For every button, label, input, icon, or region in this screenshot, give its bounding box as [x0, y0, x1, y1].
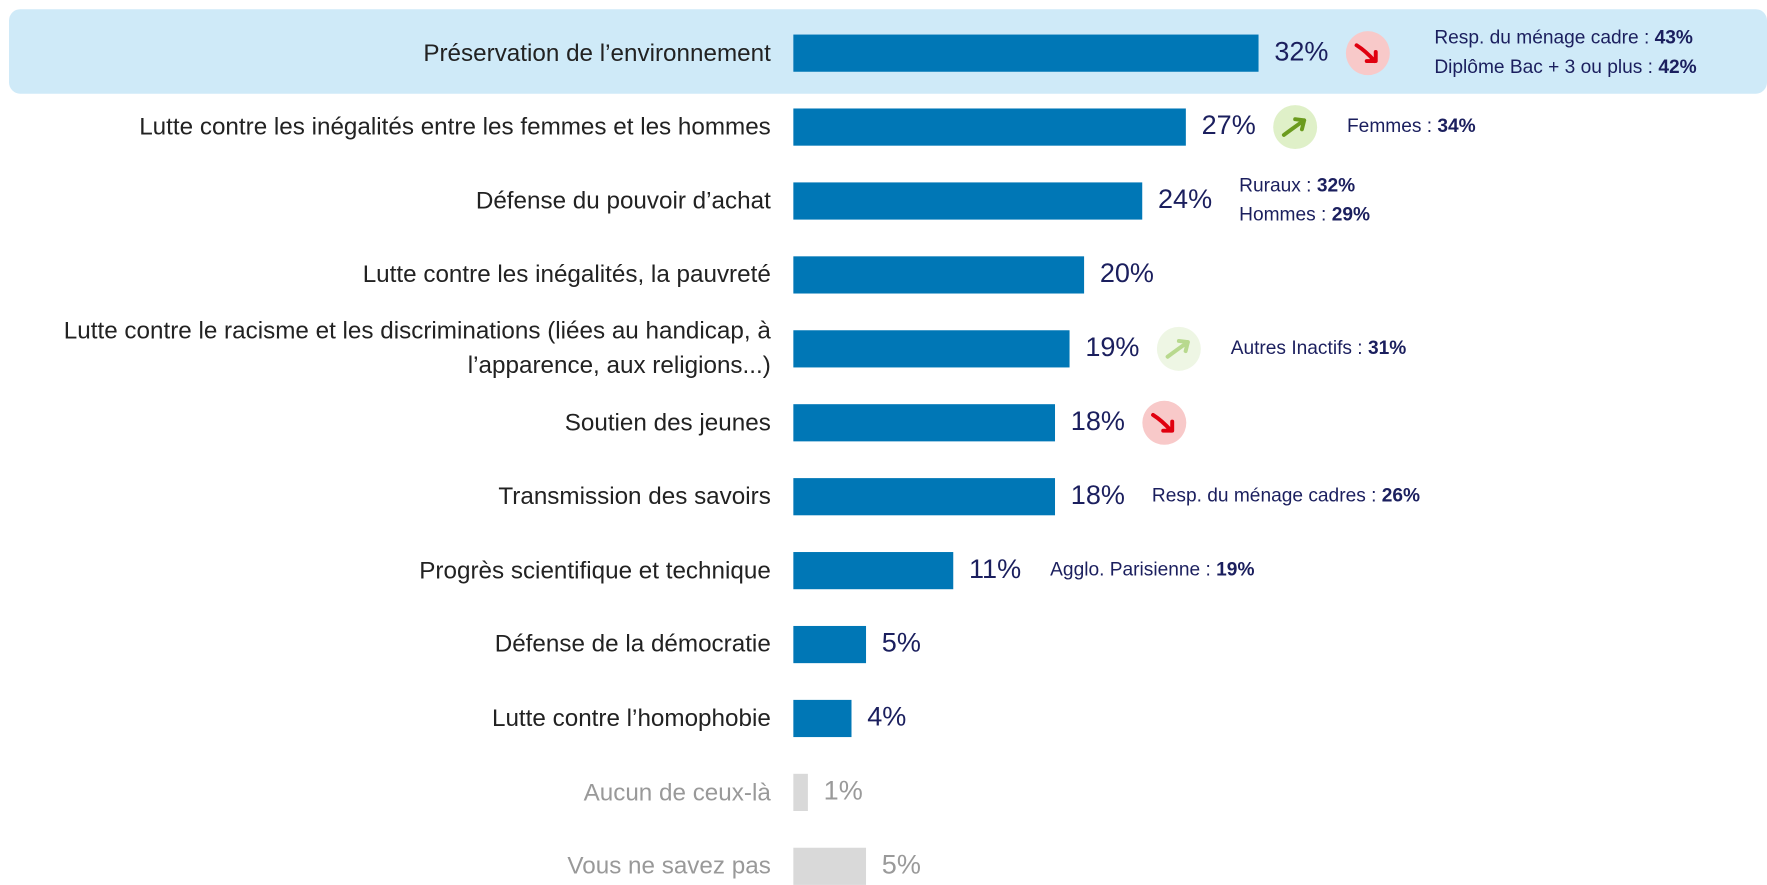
trend-icon	[1142, 400, 1187, 445]
value-label: 24%	[1158, 184, 1212, 214]
bar	[793, 625, 867, 664]
value-label: 4%	[867, 702, 906, 732]
category-label: Soutien des jeunes	[564, 408, 771, 436]
annotation-value: 26%	[1382, 486, 1420, 507]
annotation: Femmes : 34%	[1347, 116, 1476, 137]
category-label: Défense de la démocratie	[494, 630, 771, 658]
annotation-value: 29%	[1332, 205, 1370, 226]
value-label: 19%	[1085, 332, 1139, 362]
category-label: Lutte contre l’homophobie	[491, 704, 771, 732]
category-label: Défense du pouvoir d’achat	[475, 186, 771, 214]
annotation-value: 19%	[1216, 560, 1254, 581]
category-label-box: Aucun de ceux-là	[583, 778, 771, 806]
value-label: 5%	[882, 849, 921, 879]
category-label: Lutte contre les inégalités, la pauvreté	[362, 260, 771, 288]
annotation-label: Hommes :	[1239, 205, 1326, 226]
annotation-value: 32%	[1317, 175, 1355, 196]
annotation: Resp. du ménage cadres : 26%	[1152, 486, 1420, 507]
annotation: Resp. du ménage cadre : 43%	[1434, 28, 1693, 49]
category-label-box: Lutte contre les inégalités, la pauvreté	[362, 260, 771, 288]
bar	[793, 552, 954, 590]
annotation-label: Diplôme Bac + 3 ou plus :	[1434, 57, 1653, 78]
category-label: Aucun de ceux-là	[583, 778, 771, 806]
bar	[793, 478, 1056, 516]
value-label: 20%	[1100, 258, 1154, 288]
value-label: 11%	[969, 554, 1021, 584]
annotation-label: Resp. du ménage cadre :	[1434, 28, 1649, 49]
annotation: Autres Inactifs : 31%	[1231, 338, 1407, 359]
annotation: Ruraux : 32%	[1239, 175, 1355, 196]
bar	[793, 404, 1056, 442]
category-label: Progrès scientifique et technique	[419, 556, 771, 584]
category-label-box: Soutien des jeunes	[564, 408, 771, 436]
annotation: Agglo. Parisienne : 19%	[1050, 560, 1254, 581]
trend-arrow	[1281, 117, 1307, 137]
bar	[793, 699, 852, 738]
annotation-value: 31%	[1368, 338, 1406, 359]
category-label-box: Progrès scientifique et technique	[419, 556, 771, 584]
category-label-box: Lutte contre les inégalités entre les fe…	[139, 112, 771, 141]
annotation-value: 43%	[1655, 28, 1693, 49]
bar	[793, 34, 1259, 72]
category-label: Lutte contre le racisme et les discrimin…	[63, 317, 771, 380]
category-label-box: Transmission des savoirs	[498, 482, 771, 510]
trend-icon	[1345, 31, 1390, 76]
category-label-box: Défense de la démocratie	[494, 630, 771, 658]
annotation-label: Ruraux :	[1239, 175, 1311, 196]
annotation-value: 34%	[1437, 116, 1475, 137]
bar	[793, 773, 808, 812]
bar	[793, 847, 867, 885]
trend-arrow	[1151, 412, 1175, 433]
category-label-box: Défense du pouvoir d’achat	[475, 186, 771, 214]
annotation-value: 42%	[1658, 57, 1696, 78]
category-label: Préservation de l’environnement	[423, 39, 771, 67]
value-label: 1%	[824, 776, 863, 806]
category-label: Lutte contre les inégalités entre les fe…	[139, 112, 771, 141]
category-label: Transmission des savoirs	[498, 482, 771, 510]
bar	[793, 256, 1085, 294]
category-label-box: Lutte contre l’homophobie	[491, 704, 771, 732]
annotation-label: Resp. du ménage cadres :	[1152, 486, 1377, 507]
annotation: Hommes : 29%	[1239, 205, 1370, 226]
category-label-box: Vous ne savez pas	[567, 852, 771, 880]
bar	[793, 182, 1143, 220]
trend-arrow	[1165, 338, 1190, 359]
bar	[793, 330, 1070, 368]
category-label-box: Lutte contre le racisme et les discrimin…	[63, 317, 771, 380]
trend-icon	[1156, 326, 1201, 371]
annotation-label: Femmes :	[1347, 116, 1432, 137]
value-label: 18%	[1071, 406, 1125, 436]
category-label-box: Préservation de l’environnement	[423, 39, 771, 67]
value-label: 18%	[1071, 480, 1125, 510]
bar	[793, 108, 1186, 146]
trend-arrow	[1354, 43, 1378, 64]
category-label: Vous ne savez pas	[567, 852, 771, 880]
annotation-label: Autres Inactifs :	[1231, 338, 1363, 359]
annotation: Diplôme Bac + 3 ou plus : 42%	[1434, 57, 1696, 78]
annotation-label: Agglo. Parisienne :	[1050, 560, 1211, 581]
value-label: 5%	[882, 628, 921, 658]
value-label: 32%	[1274, 36, 1328, 66]
trend-icon	[1273, 105, 1318, 150]
value-label: 27%	[1202, 110, 1256, 140]
